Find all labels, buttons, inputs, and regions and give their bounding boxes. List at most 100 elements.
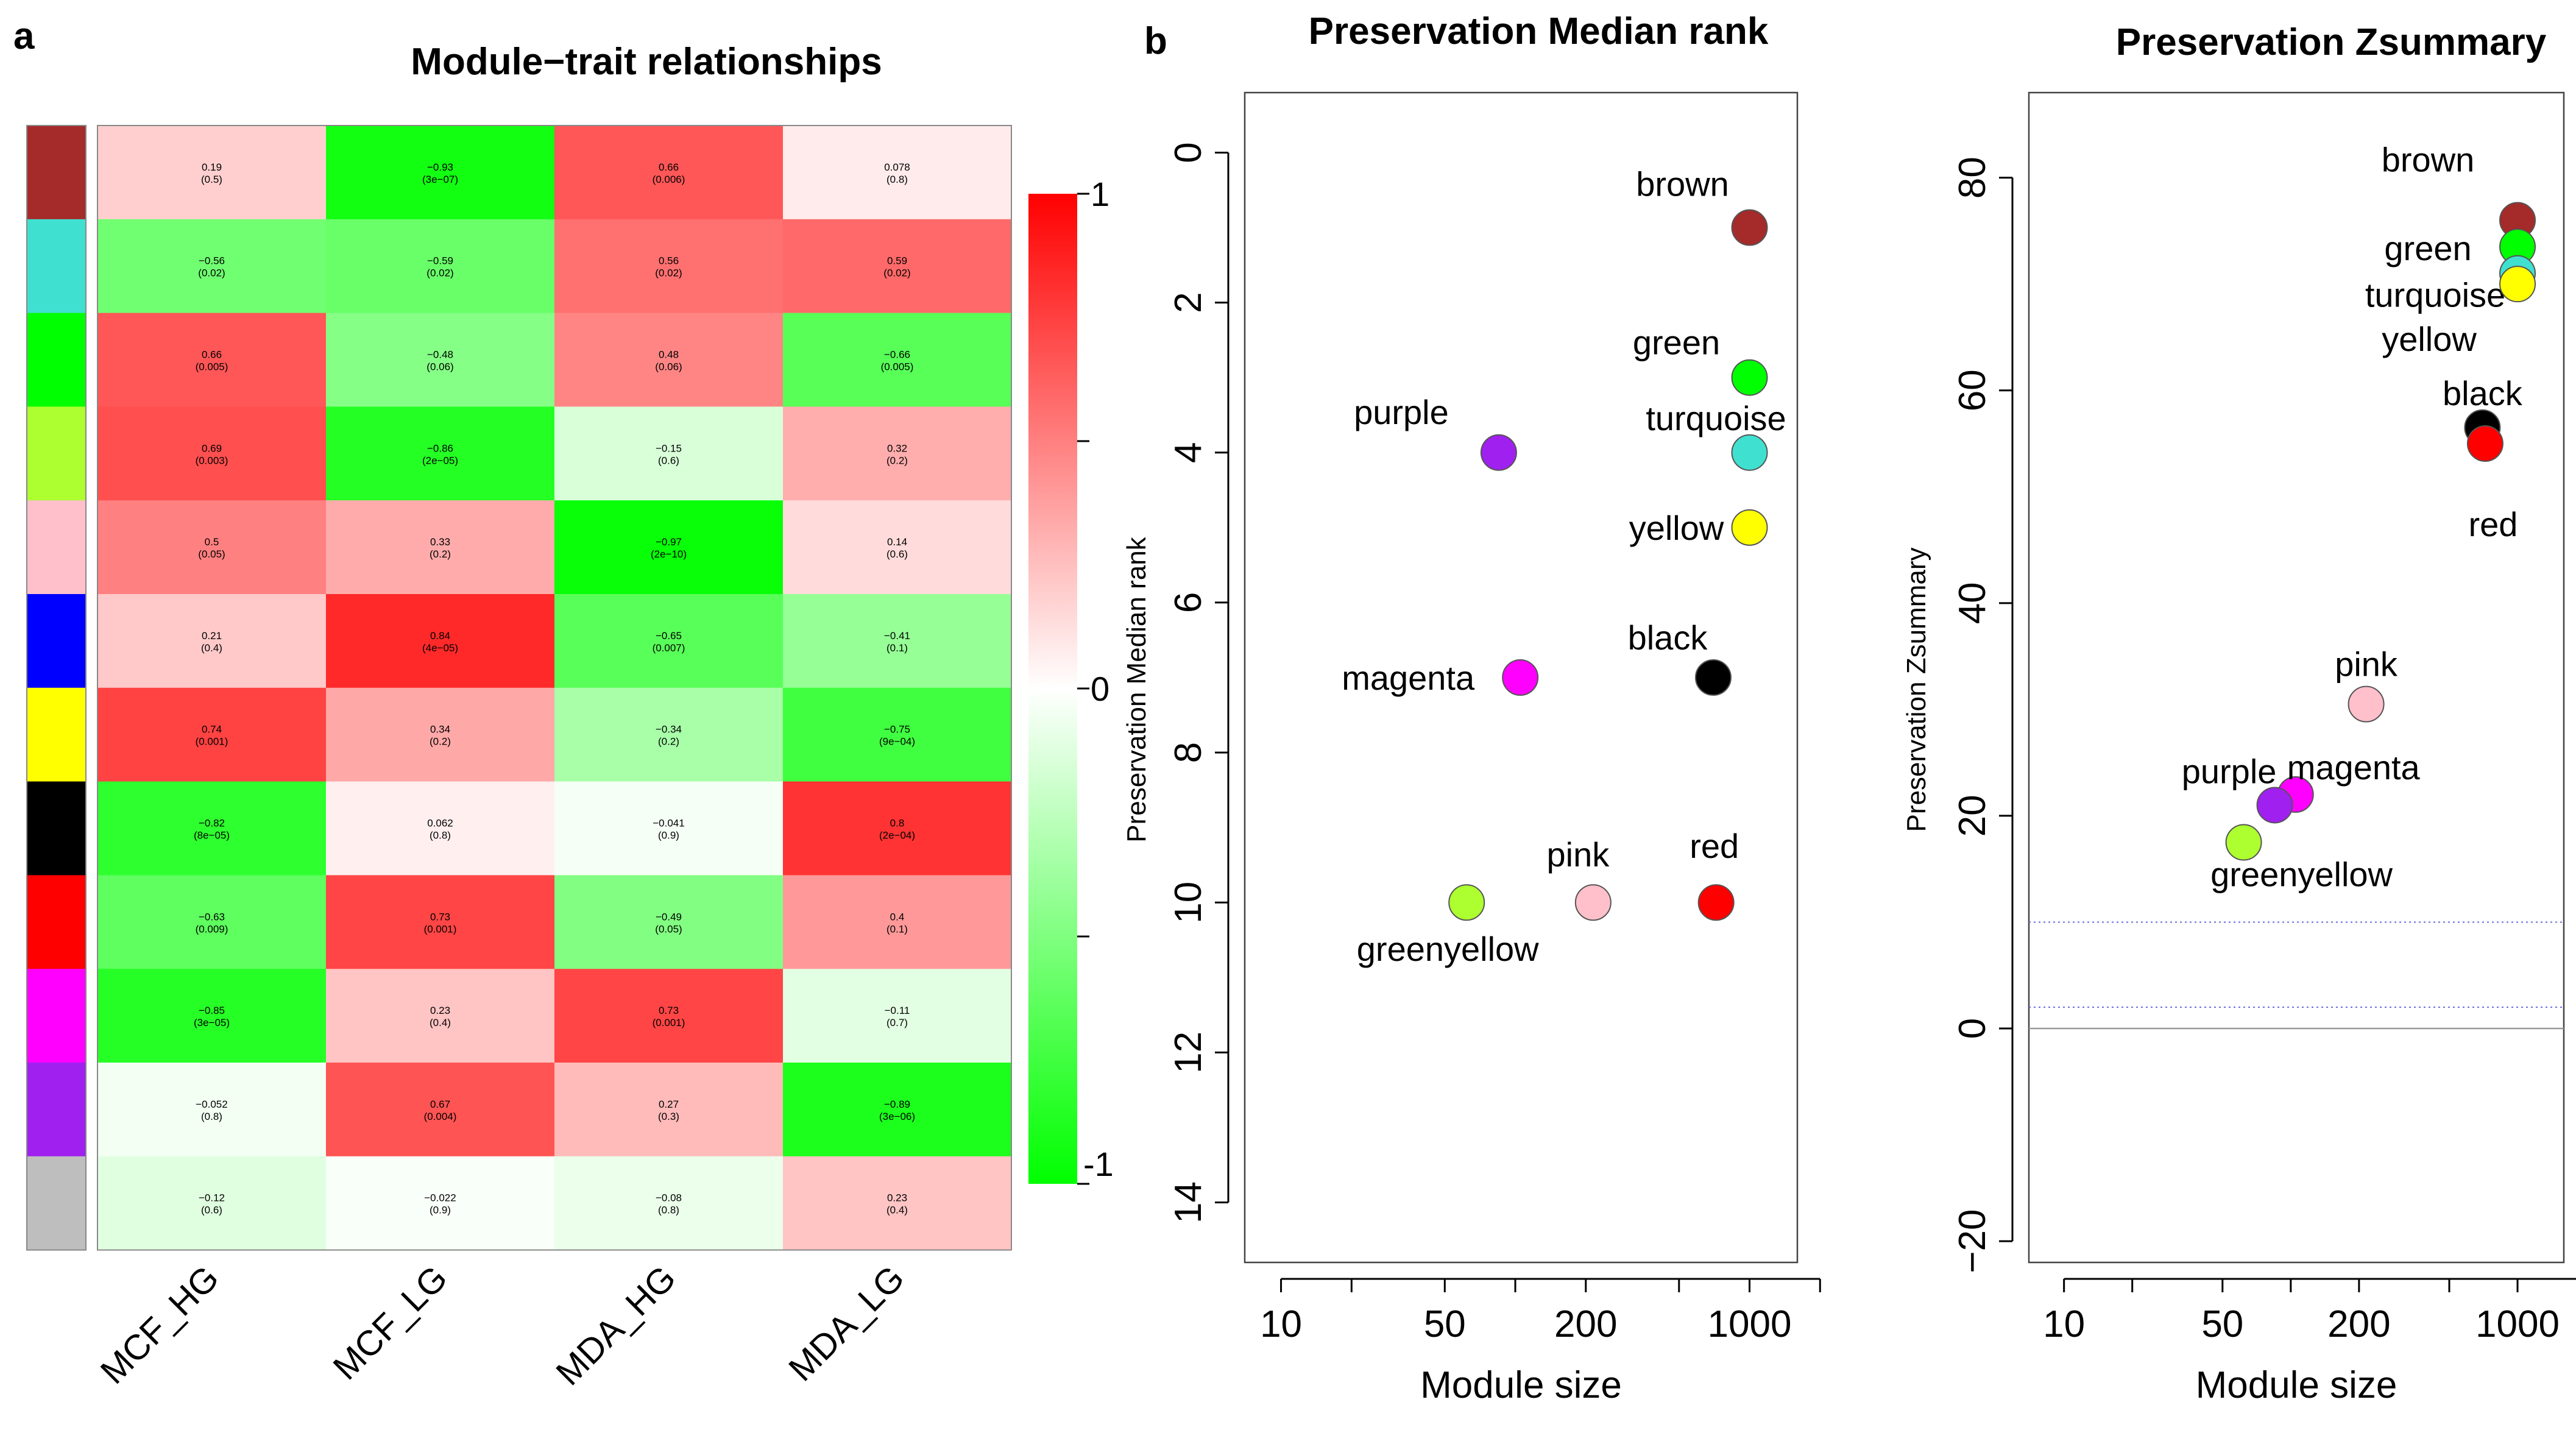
heatmap-cell-value: −0.041 bbox=[653, 818, 684, 829]
module-color-greenyellow bbox=[27, 406, 86, 501]
colorbar: 1 0 -1 bbox=[1028, 175, 1114, 1185]
heatmap-cell bbox=[97, 219, 327, 314]
median-rank-plot: 10 50 200 1000 Module size 0 2 4 6 8 10 12 14 Preserv… bbox=[1122, 91, 1821, 1406]
heatmap-cell bbox=[97, 500, 327, 595]
point-label-yellow: yellow bbox=[2382, 320, 2477, 358]
heatmap-cell-pvalue: (2e−10) bbox=[651, 548, 687, 560]
heatmap-cell-value: 0.69 bbox=[202, 442, 222, 454]
heatmap-cell-pvalue: (0.4) bbox=[201, 642, 222, 654]
heatmap-cell bbox=[326, 219, 555, 314]
point-greenyellow bbox=[1448, 884, 1485, 921]
y-tick-label: −20 bbox=[1951, 1209, 1994, 1273]
heatmap-cell-value: 0.33 bbox=[430, 536, 450, 548]
module-color-grey bbox=[27, 1156, 86, 1251]
point-greenyellow bbox=[2225, 824, 2262, 861]
heatmap-cell-value: 0.19 bbox=[202, 161, 222, 173]
heatmap-cell-pvalue: (0.8) bbox=[658, 1205, 679, 1216]
heatmap-cell-pvalue: (0.02) bbox=[883, 267, 910, 279]
heatmap-cell bbox=[326, 406, 555, 501]
heatmap-title: Module−trait relationships bbox=[411, 41, 882, 83]
heatmap-cell-pvalue: (0.007) bbox=[653, 642, 685, 654]
heatmap-cell-value: 0.23 bbox=[430, 1005, 450, 1016]
heatmap-cell-value: −0.56 bbox=[199, 255, 225, 267]
heatmap-cell bbox=[97, 1063, 327, 1157]
heatmap-cell-pvalue: (3e−05) bbox=[194, 1017, 230, 1028]
y-tick-label: 12 bbox=[1167, 1032, 1209, 1074]
heatmap-cell-pvalue: (0.1) bbox=[886, 923, 908, 935]
heatmap-cell-pvalue: (0.009) bbox=[196, 923, 228, 935]
heatmap-cell-pvalue: (0.8) bbox=[201, 1111, 222, 1122]
heatmap-cell-pvalue: (0.9) bbox=[430, 1205, 451, 1216]
point-label-brown: brown bbox=[1636, 165, 1729, 204]
point-yellow bbox=[2499, 266, 2536, 303]
heatmap-cell-pvalue: (3e−07) bbox=[422, 174, 458, 185]
heatmap-cell-pvalue: (0.8) bbox=[886, 174, 908, 185]
heatmap-cell-value: −0.93 bbox=[427, 161, 453, 173]
heatmap-cell bbox=[97, 406, 327, 501]
heatmap-cell-value: −0.86 bbox=[427, 442, 453, 454]
y-axis-label: Preservation Median rank bbox=[1122, 536, 1152, 842]
heatmap-cell-pvalue: (3e−06) bbox=[879, 1111, 915, 1122]
colorbar-label-max: 1 bbox=[1091, 175, 1109, 213]
point-label-black: black bbox=[2443, 374, 2523, 412]
heatmap-cell-value: −0.75 bbox=[884, 724, 910, 735]
heatmap-cell-value: 0.56 bbox=[659, 255, 679, 267]
trait-label-mcf-hg: MCF_HG bbox=[93, 1258, 227, 1392]
heatmap-cell bbox=[783, 781, 1012, 876]
point-green bbox=[1731, 359, 1768, 396]
heatmap-cell-value: 0.74 bbox=[202, 724, 222, 735]
heatmap-cell-value: 0.078 bbox=[884, 161, 910, 173]
heatmap-cell bbox=[783, 500, 1012, 595]
trait-label-mda-lg: MDA_LG bbox=[781, 1258, 912, 1389]
heatmap-cell-pvalue: (0.6) bbox=[658, 455, 679, 466]
point-black bbox=[1694, 659, 1732, 696]
point-label-magenta: magenta bbox=[2287, 748, 2421, 787]
x-axis-label: Module size bbox=[2196, 1364, 2397, 1406]
heatmap-cell bbox=[554, 1063, 784, 1157]
x-tick-label: 50 bbox=[1424, 1303, 1466, 1345]
heatmap-cell-pvalue: (0.02) bbox=[655, 267, 682, 279]
x-tick-label: 1000 bbox=[2475, 1303, 2560, 1345]
heatmap-cell bbox=[97, 313, 327, 407]
heatmap-cell-pvalue: (0.02) bbox=[426, 267, 453, 279]
heatmap-cell-value: 0.48 bbox=[659, 349, 679, 361]
heatmap-cell-value: −0.34 bbox=[656, 724, 682, 735]
point-brown bbox=[1731, 209, 1768, 246]
heatmap-cell bbox=[97, 969, 327, 1063]
x-tick-label: 1000 bbox=[1708, 1303, 1792, 1345]
heatmap-cell bbox=[97, 781, 327, 876]
heatmap-cell-pvalue: (0.005) bbox=[196, 361, 228, 373]
heatmap-cell-pvalue: (0.2) bbox=[430, 736, 451, 748]
heatmap-cell bbox=[783, 1156, 1012, 1251]
heatmap-cell bbox=[326, 687, 555, 782]
heatmap-cell-value: −0.08 bbox=[656, 1192, 682, 1204]
y-tick-label: 4 bbox=[1167, 442, 1209, 463]
point-pink bbox=[2348, 685, 2385, 723]
heatmap-cell bbox=[97, 875, 327, 969]
heatmap-cell-value: 0.5 bbox=[205, 536, 219, 548]
heatmap-cell bbox=[783, 1063, 1012, 1157]
y-tick-label: 6 bbox=[1167, 592, 1209, 613]
trait-label-mda-hg: MDA_HG bbox=[548, 1258, 683, 1393]
heatmap-cell-pvalue: (0.6) bbox=[886, 548, 908, 560]
heatmap-cell-pvalue: (0.4) bbox=[430, 1017, 451, 1028]
point-red bbox=[1697, 884, 1735, 921]
heatmap-cell bbox=[783, 875, 1012, 969]
heatmap-cell bbox=[97, 1156, 327, 1251]
module-color-green bbox=[27, 313, 86, 407]
module-color-brown bbox=[27, 126, 86, 220]
point-label-pink: pink bbox=[1546, 835, 1610, 874]
point-label-turquoise: turquoise bbox=[2365, 276, 2505, 314]
heatmap-cell bbox=[783, 219, 1012, 314]
heatmap-cell bbox=[554, 1156, 784, 1251]
heatmap-cell-value: 0.14 bbox=[887, 536, 907, 548]
heatmap-cell-pvalue: (0.001) bbox=[653, 1017, 685, 1028]
heatmap-cell-value: −0.49 bbox=[656, 911, 682, 922]
heatmap-cell-value: −0.85 bbox=[199, 1005, 225, 1016]
point-yellow bbox=[1731, 509, 1768, 546]
heatmap-cell-pvalue: (8e−05) bbox=[194, 830, 230, 841]
module-color-blue bbox=[27, 594, 86, 688]
heatmap-cell-pvalue: (0.8) bbox=[430, 830, 451, 841]
heatmap-cell-pvalue: (0.001) bbox=[424, 923, 457, 935]
